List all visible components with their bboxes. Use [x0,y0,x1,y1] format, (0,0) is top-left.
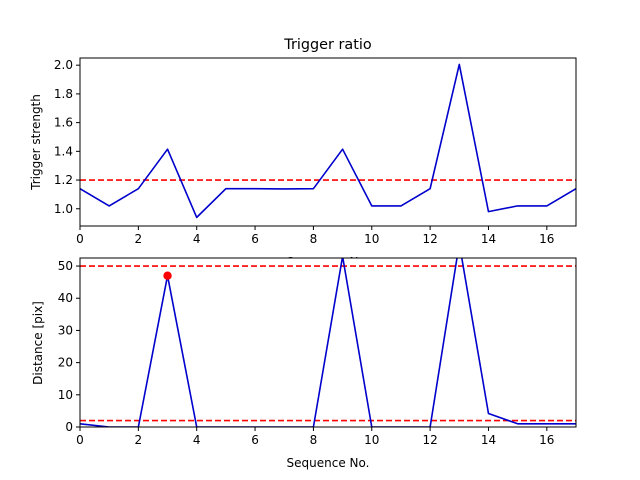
x-tick-label: 0 [76,232,84,246]
y-ticks: 0 10 20 30 40 50 [58,259,80,434]
x-tick-label: 12 [422,232,437,246]
series-line [80,258,576,427]
x-tick-label: 10 [364,433,379,447]
y-axis-label: Distance [pix] [31,301,45,385]
x-tick-label: 8 [310,433,318,447]
highlight-marker [163,271,172,280]
series-line [80,63,576,219]
y-tick-label: 40 [58,291,73,305]
x-tick-label: 2 [135,433,143,447]
y-tick-label: 50 [58,259,73,273]
plot-frame [79,57,577,227]
threshold-lines [80,265,576,422]
x-tick-label: 12 [422,433,437,447]
highlight-markers [163,271,172,280]
x-ticks: 0 2 4 6 8 10 12 14 16 [76,427,554,447]
y-tick-label: 1.0 [54,202,73,216]
x-tick-label: 6 [251,433,259,447]
x-axis-label: Sequence No. [287,456,370,470]
x-tick-label: 4 [193,433,201,447]
y-axis-label: Trigger strength [29,94,43,191]
x-tick-label: 16 [539,433,554,447]
series-lines [80,63,576,219]
plot-area [80,58,576,226]
plot-title: Trigger ratio [283,37,372,53]
x-tick-label: 16 [539,232,554,246]
y-ticks: 1.0 1.2 1.4 1.6 1.8 2.0 [54,58,80,216]
x-tick-label: 6 [251,232,259,246]
x-tick-label: 14 [481,232,496,246]
y-tick-label: 1.4 [54,144,73,158]
y-tick-label: 2.0 [54,58,73,72]
y-tick-label: 0 [65,420,73,434]
y-tick-label: 10 [58,388,73,402]
x-tick-label: 4 [193,232,201,246]
y-tick-label: 1.2 [54,173,73,187]
series-lines [80,258,576,427]
plot-frame [79,257,577,428]
x-tick-label: 14 [481,433,496,447]
x-tick-label: 0 [76,433,84,447]
distance-plot: Distance [pix] Sequence No. 0 2 4 6 8 10 12 14 1… [31,257,577,470]
y-tick-label: 1.6 [54,116,73,130]
trigger-ratio-plot: Trigger ratio Trigger strength Sequence … [29,37,577,269]
x-ticks: 0 2 4 6 8 10 12 14 16 [76,226,554,246]
x-tick-label: 10 [364,232,379,246]
y-tick-label: 30 [58,323,73,337]
x-tick-label: 2 [135,232,143,246]
y-tick-label: 20 [58,356,73,370]
y-tick-label: 1.8 [54,87,73,101]
x-tick-label: 8 [310,232,318,246]
